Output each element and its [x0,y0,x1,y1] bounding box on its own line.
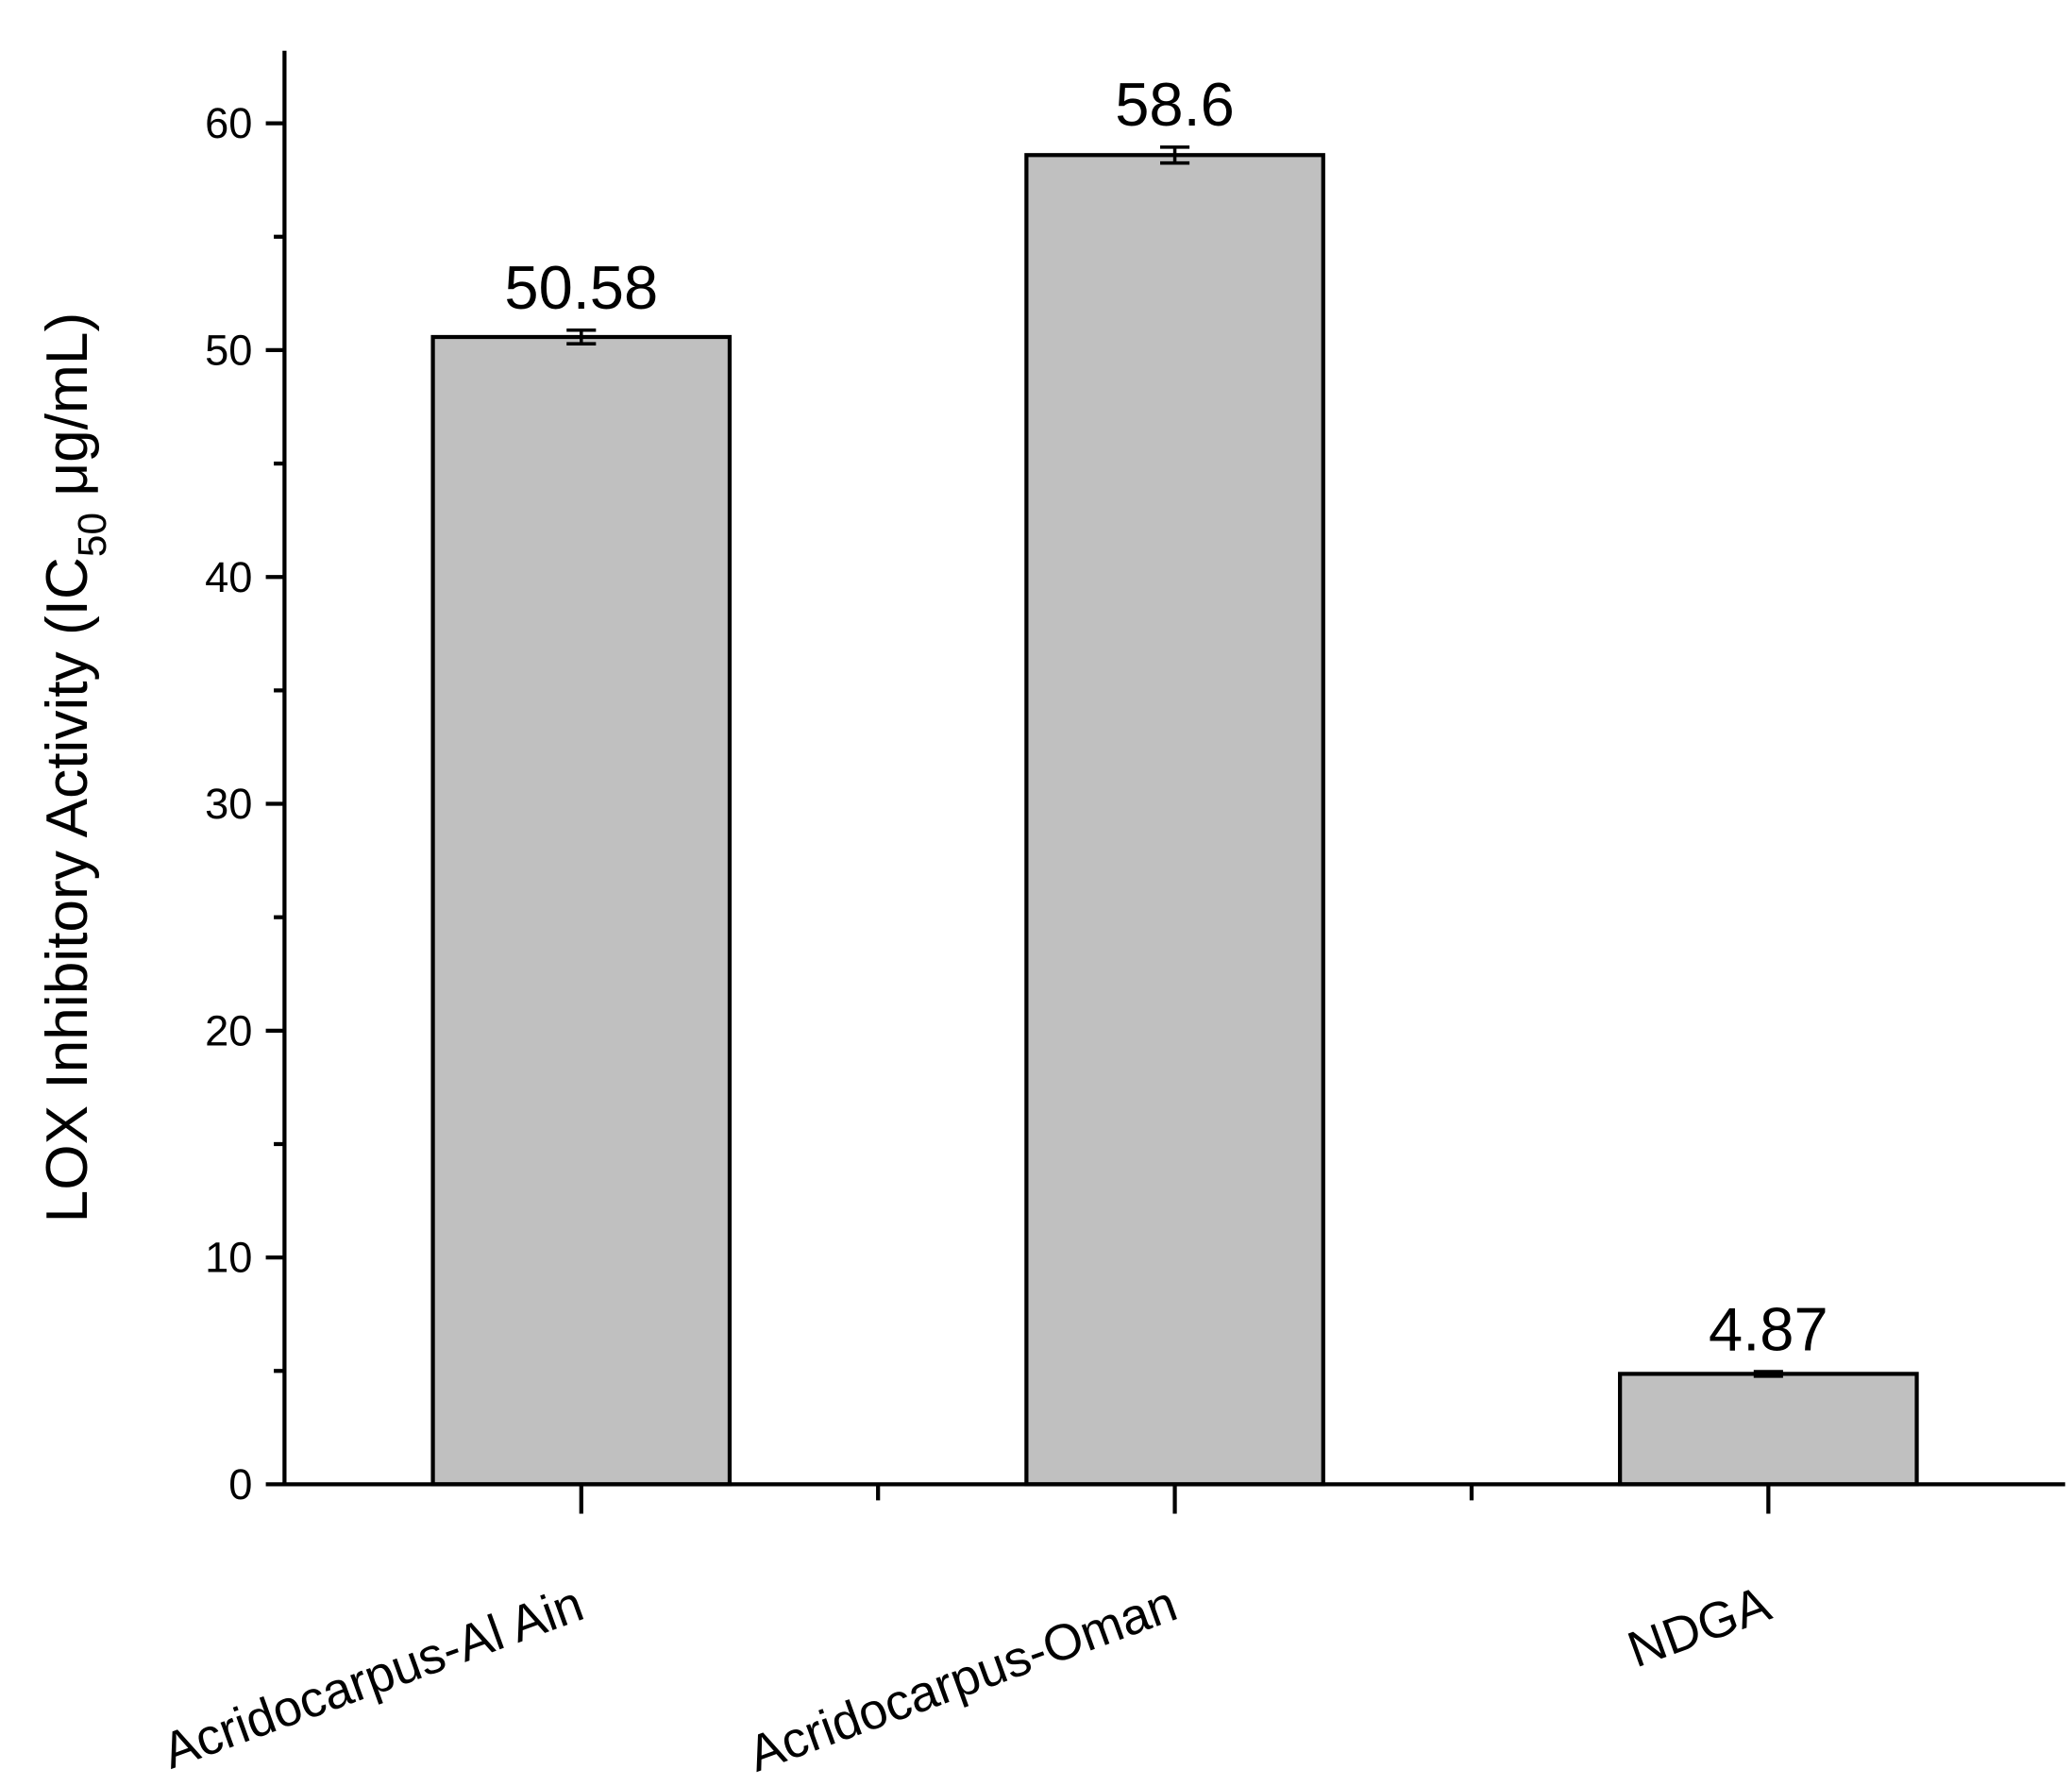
y-tick-label: 40 [205,553,252,601]
y-tick-label: 30 [205,780,252,828]
bar [1618,1372,1919,1487]
y-axis-label: LOX Inhibitory Activity (IC50 μg/mL) [35,312,114,1223]
y-label-main: LOX Inhibitory Activity (IC [35,557,100,1222]
bar [1024,153,1325,1487]
x-tick-label: NDGA [1621,1575,1778,1679]
y-label-rest: μg/mL) [35,312,100,513]
x-tick-label: Acridocarpus-Oman [741,1575,1184,1783]
y-tick-label: 10 [205,1234,252,1282]
y-tick-label: 50 [205,326,252,374]
bar [430,334,733,1487]
value-label: 50.58 [504,253,658,322]
y-tick-label: 0 [228,1460,252,1508]
y-label-subscript: 50 [70,513,114,557]
value-label: 4.87 [1709,1294,1828,1363]
y-tick-label: 20 [205,1006,252,1054]
y-tick-label: 60 [205,99,252,147]
x-tick-label: Acridocarpus-Al Ain [156,1575,591,1780]
value-label: 58.6 [1115,70,1235,139]
